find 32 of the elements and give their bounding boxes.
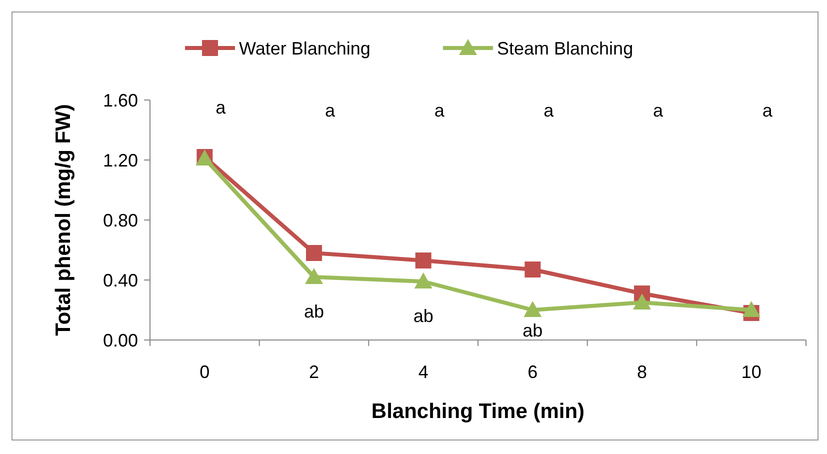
point	[524, 262, 541, 278]
x-tick-label: 2	[308, 362, 320, 382]
point	[524, 301, 542, 317]
legend-label: Steam Blanching	[497, 38, 634, 58]
annotation: a	[324, 100, 336, 120]
annotation: a	[652, 100, 664, 120]
point	[415, 252, 432, 268]
point	[305, 268, 323, 284]
x-tick-label: 4	[418, 362, 428, 382]
y-tick-label: 1.20	[102, 150, 138, 170]
legend-label: Water Blanching	[239, 38, 370, 58]
annotation: a	[216, 97, 227, 118]
y-tick-label: 0.40	[102, 270, 138, 290]
annotation: ab	[413, 306, 434, 326]
annotation: a	[544, 100, 555, 120]
x-axis-title: Blanching Time (min)	[371, 400, 585, 423]
x-tick-label: 10	[741, 362, 762, 382]
y-tick-label: 1.60	[102, 90, 138, 110]
annotation: ab	[304, 301, 324, 322]
annotation: a	[434, 100, 446, 120]
annotation: ab	[522, 320, 543, 340]
y-tick-label: 0.80	[102, 210, 138, 230]
point	[414, 272, 432, 288]
x-tick-label: 6	[528, 362, 538, 382]
point	[633, 294, 651, 310]
x-tick-label: 8	[636, 362, 648, 382]
y-axis-title: Total phenol (mg/g FW)	[52, 104, 75, 336]
point	[742, 301, 760, 317]
point	[306, 245, 322, 261]
annotation: a	[762, 100, 774, 120]
x-tick-label: 0	[200, 362, 210, 382]
y-tick-label: 0.00	[102, 330, 138, 350]
